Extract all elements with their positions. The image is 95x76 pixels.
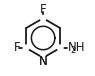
Circle shape: [40, 15, 46, 21]
Text: N: N: [39, 55, 48, 68]
Text: 2: 2: [71, 46, 76, 55]
Circle shape: [57, 45, 63, 51]
Circle shape: [40, 55, 46, 61]
Text: N: N: [39, 55, 48, 68]
Text: F: F: [40, 3, 46, 16]
Text: F: F: [14, 41, 21, 54]
Circle shape: [23, 45, 29, 51]
Text: NH: NH: [68, 41, 86, 54]
Circle shape: [41, 59, 45, 64]
